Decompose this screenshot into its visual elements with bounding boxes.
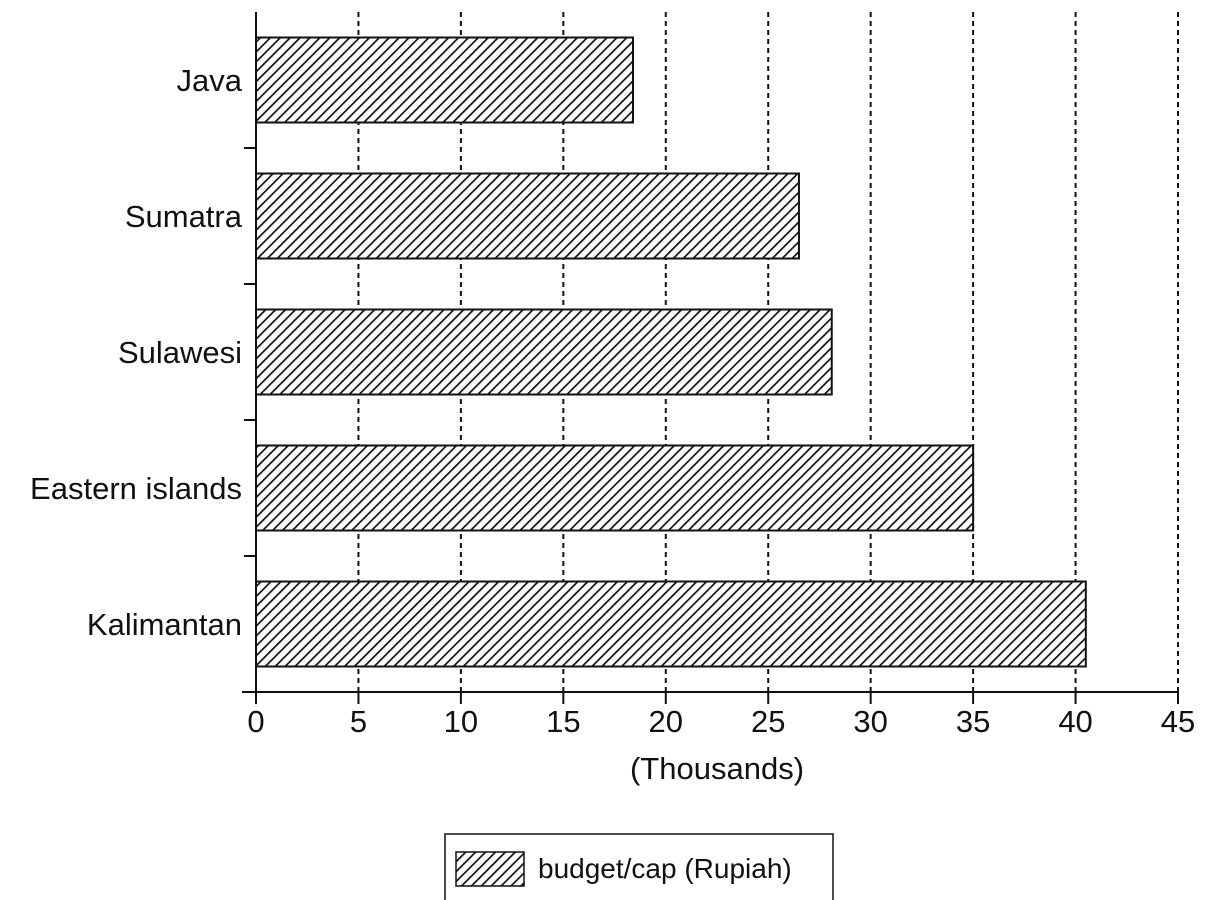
x-tick-label: 5: [350, 704, 367, 739]
legend-swatch: [455, 851, 525, 887]
category-label: Eastern islands: [30, 471, 242, 506]
axes: [242, 12, 1179, 704]
x-tick-label: 30: [853, 704, 887, 739]
bar: [255, 308, 833, 396]
x-tick-label: 10: [444, 704, 478, 739]
bar: [255, 444, 975, 532]
bar: [255, 172, 800, 260]
bars: [255, 36, 1087, 668]
legend: budget/cap (Rupiah): [444, 833, 834, 900]
category-label: Sumatra: [125, 199, 243, 234]
x-tick-label: 15: [546, 704, 580, 739]
x-tick-label: 0: [247, 704, 264, 739]
bar: [255, 580, 1087, 668]
category-label: Kalimantan: [87, 607, 242, 642]
x-tick-label: 20: [649, 704, 683, 739]
category-label: Java: [177, 63, 243, 98]
category-labels: Java Sumatra Sulawesi Eastern islands Kalima…: [30, 63, 243, 642]
legend-label: budget/cap (Rupiah): [538, 853, 792, 884]
x-tick-label: 25: [751, 704, 785, 739]
bar: [255, 36, 634, 124]
x-tick-labels: 0 5 10 15 20 25 30 35 40 45: [247, 704, 1195, 739]
x-axis-title: (Thousands): [630, 751, 804, 786]
category-label: Sulawesi: [118, 335, 242, 370]
x-tick-label: 40: [1058, 704, 1092, 739]
x-tick-label: 35: [956, 704, 990, 739]
x-tick-label: 45: [1161, 704, 1195, 739]
